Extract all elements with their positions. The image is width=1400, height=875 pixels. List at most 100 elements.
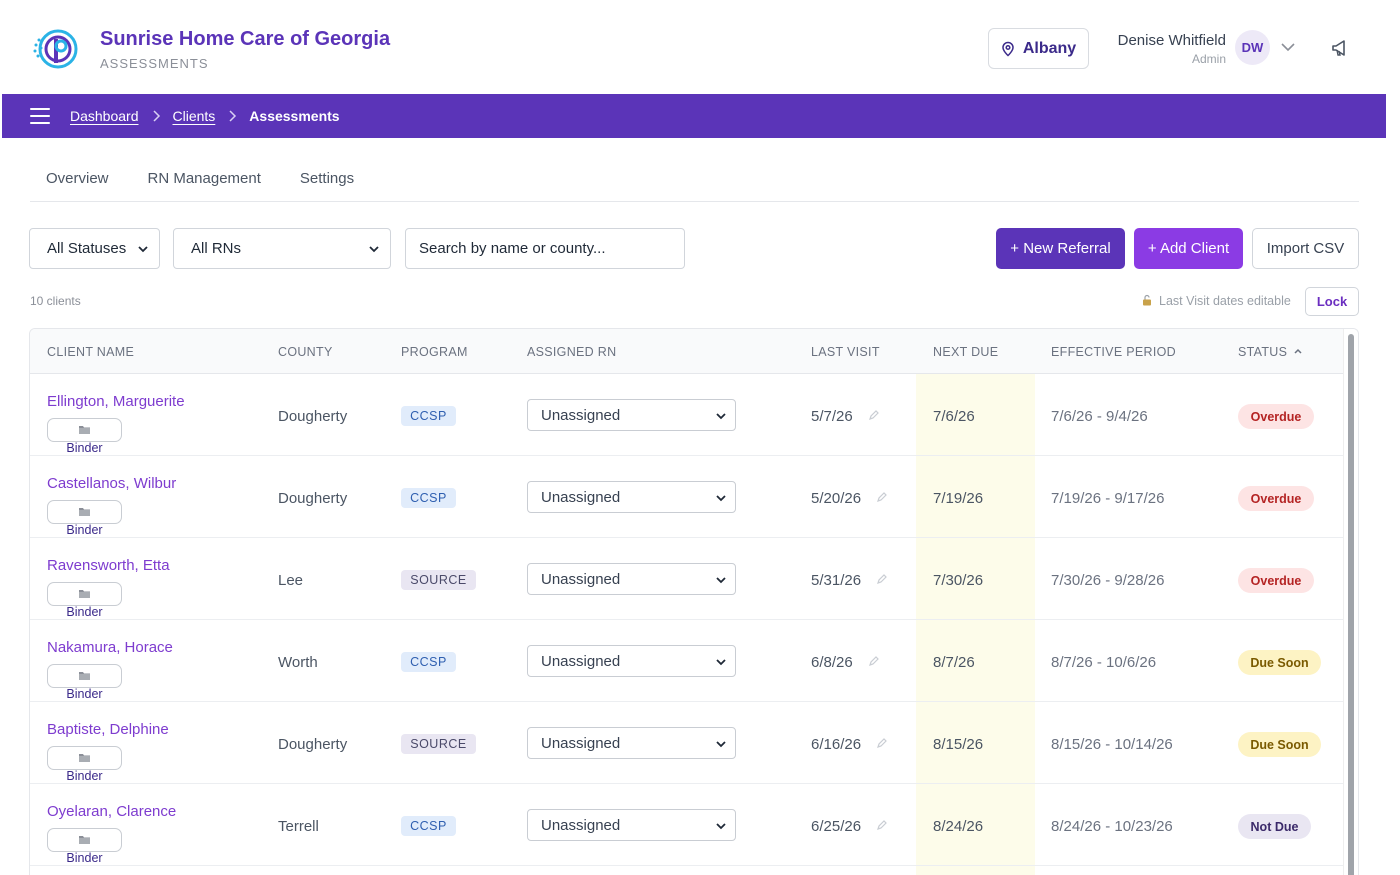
binder-button[interactable]	[47, 500, 122, 524]
menu-icon[interactable]	[30, 108, 50, 124]
column-header-next-due[interactable]: NEXT DUE	[933, 345, 999, 359]
location-button[interactable]: Albany	[988, 28, 1089, 69]
assigned-rn-value: Unassigned	[541, 406, 621, 424]
binder-label: Binder	[66, 851, 103, 865]
table-row: Oyelaran, Clarence Binder Terrell CCSP Unass…	[30, 784, 1343, 866]
status-badge: Overdue	[1238, 486, 1314, 511]
client-name-link[interactable]: Oyelaran, Clarence	[47, 803, 177, 820]
last-visit-cell[interactable]: 6/25/26	[811, 818, 862, 835]
breadcrumb-assessments: Assessments	[249, 108, 340, 124]
last-visit-cell[interactable]: 5/7/26	[811, 408, 853, 425]
chevron-right-icon	[152, 110, 160, 122]
sort-ascending-icon	[1294, 348, 1302, 354]
effective-period-cell: 8/15/26 - 10/14/26	[1051, 736, 1173, 753]
assigned-rn-select[interactable]: Unassigned	[527, 809, 736, 841]
column-header-last-visit[interactable]: LAST VISIT	[811, 345, 880, 359]
chevron-down-icon	[369, 246, 379, 253]
page-section-label: ASSESSMENTS	[100, 56, 209, 71]
assigned-rn-select[interactable]: Unassigned	[527, 727, 736, 759]
assigned-rn-select[interactable]: Unassigned	[527, 645, 736, 677]
binder-label: Binder	[66, 769, 103, 783]
client-name-link[interactable]: Castellanos, Wilbur	[47, 475, 177, 492]
county-cell: Worth	[278, 654, 318, 671]
last-visit-cell[interactable]: 5/20/26	[811, 490, 862, 507]
location-pin-icon	[1002, 41, 1014, 57]
assigned-rn-select[interactable]: Unassigned	[527, 399, 736, 431]
folder-icon	[79, 426, 90, 434]
column-header-status-label: STATUS	[1238, 345, 1288, 359]
effective-period-cell: 8/7/26 - 10/6/26	[1051, 654, 1157, 671]
breadcrumb-dashboard[interactable]: Dashboard	[70, 108, 139, 124]
effective-period-cell: 7/19/26 - 9/17/26	[1051, 490, 1165, 507]
pencil-icon[interactable]	[868, 410, 880, 421]
county-cell: Dougherty	[278, 736, 348, 753]
search-input[interactable]	[405, 228, 685, 269]
next-due-cell: 8/24/26	[933, 818, 984, 835]
status-filter-select[interactable]: All Statuses	[29, 228, 160, 269]
new-referral-button[interactable]: + New Referral	[996, 228, 1125, 269]
program-badge: CCSP	[401, 488, 456, 508]
tab-bar: Overview RN Management Settings	[30, 158, 1359, 202]
pencil-icon[interactable]	[876, 574, 888, 585]
breadcrumb-clients[interactable]: Clients	[172, 108, 216, 124]
chevron-down-icon	[716, 741, 726, 748]
next-due-cell: 8/7/26	[933, 654, 975, 671]
assigned-rn-select[interactable]: Unassigned	[527, 481, 736, 513]
effective-period-cell: 8/24/26 - 10/23/26	[1051, 818, 1173, 835]
binder-button[interactable]	[47, 664, 122, 688]
table-scrollbar-thumb[interactable]	[1348, 334, 1354, 875]
assigned-rn-select[interactable]: Unassigned	[527, 563, 736, 595]
pencil-icon[interactable]	[868, 656, 880, 667]
binder-button[interactable]	[47, 828, 122, 852]
folder-icon	[79, 754, 90, 762]
next-due-cell: 8/15/26	[933, 736, 984, 753]
lock-button[interactable]: Lock	[1305, 287, 1359, 316]
binder-label: Binder	[66, 441, 103, 455]
last-visit-cell[interactable]: 5/31/26	[811, 572, 862, 589]
client-name-link[interactable]: Ellington, Marguerite	[47, 393, 185, 410]
binder-button[interactable]	[47, 418, 122, 442]
pencil-icon[interactable]	[876, 820, 888, 831]
client-name-link[interactable]: Ravensworth, Etta	[47, 557, 170, 574]
binder-label: Binder	[66, 605, 103, 619]
status-filter-value: All Statuses	[47, 240, 127, 257]
pencil-icon[interactable]	[876, 738, 888, 749]
status-badge: Overdue	[1238, 404, 1314, 429]
column-header-client-name[interactable]: CLIENT NAME	[47, 345, 135, 359]
chevron-right-icon	[229, 110, 237, 122]
import-csv-button[interactable]: Import CSV	[1252, 228, 1359, 269]
chevron-down-icon[interactable]	[1279, 38, 1297, 56]
county-cell: Terrell	[278, 818, 319, 835]
tab-settings[interactable]: Settings	[299, 170, 355, 187]
rn-filter-value: All RNs	[191, 240, 242, 257]
column-header-effective-period[interactable]: EFFECTIVE PERIOD	[1051, 345, 1176, 359]
last-visit-cell[interactable]: 6/8/26	[811, 654, 853, 671]
column-header-status[interactable]: STATUS	[1238, 345, 1303, 359]
avatar[interactable]: DW	[1235, 30, 1270, 65]
add-client-button[interactable]: + Add Client	[1134, 228, 1243, 269]
megaphone-icon[interactable]	[1330, 37, 1352, 59]
county-cell: Dougherty	[278, 408, 348, 425]
table-row: Ravensworth, Etta Binder Lee SOURCE Unassign…	[30, 538, 1343, 620]
tab-rn-management[interactable]: RN Management	[147, 170, 261, 187]
column-header-program[interactable]: PROGRAM	[401, 345, 468, 359]
binder-button[interactable]	[47, 582, 122, 606]
top-header: Sunrise Home Care of Georgia ASSESSMENTS…	[0, 0, 1400, 94]
binder-button[interactable]	[47, 746, 122, 770]
column-header-assigned-rn[interactable]: ASSIGNED RN	[527, 345, 617, 359]
location-label: Albany	[1022, 39, 1077, 57]
breadcrumb-bar: Dashboard Clients Assessments	[2, 94, 1386, 138]
table-row: Ellington, Marguerite Binder Dougherty CCSP…	[30, 374, 1343, 456]
rn-filter-select[interactable]: All RNs	[173, 228, 391, 269]
client-name-link[interactable]: Baptiste, Delphine	[47, 721, 169, 738]
column-header-county[interactable]: COUNTY	[278, 345, 333, 359]
county-cell: Dougherty	[278, 490, 348, 507]
status-badge: Not Due	[1238, 814, 1311, 839]
client-name-link[interactable]: Nakamura, Horace	[47, 639, 173, 656]
pencil-icon[interactable]	[876, 492, 888, 503]
tab-overview[interactable]: Overview	[46, 170, 109, 187]
program-badge: SOURCE	[401, 734, 476, 754]
table-row: Nakamura, Horace Binder Worth CCSP Unassigne…	[30, 620, 1343, 702]
last-visit-cell[interactable]: 6/16/26	[811, 736, 862, 753]
folder-icon	[79, 672, 90, 680]
